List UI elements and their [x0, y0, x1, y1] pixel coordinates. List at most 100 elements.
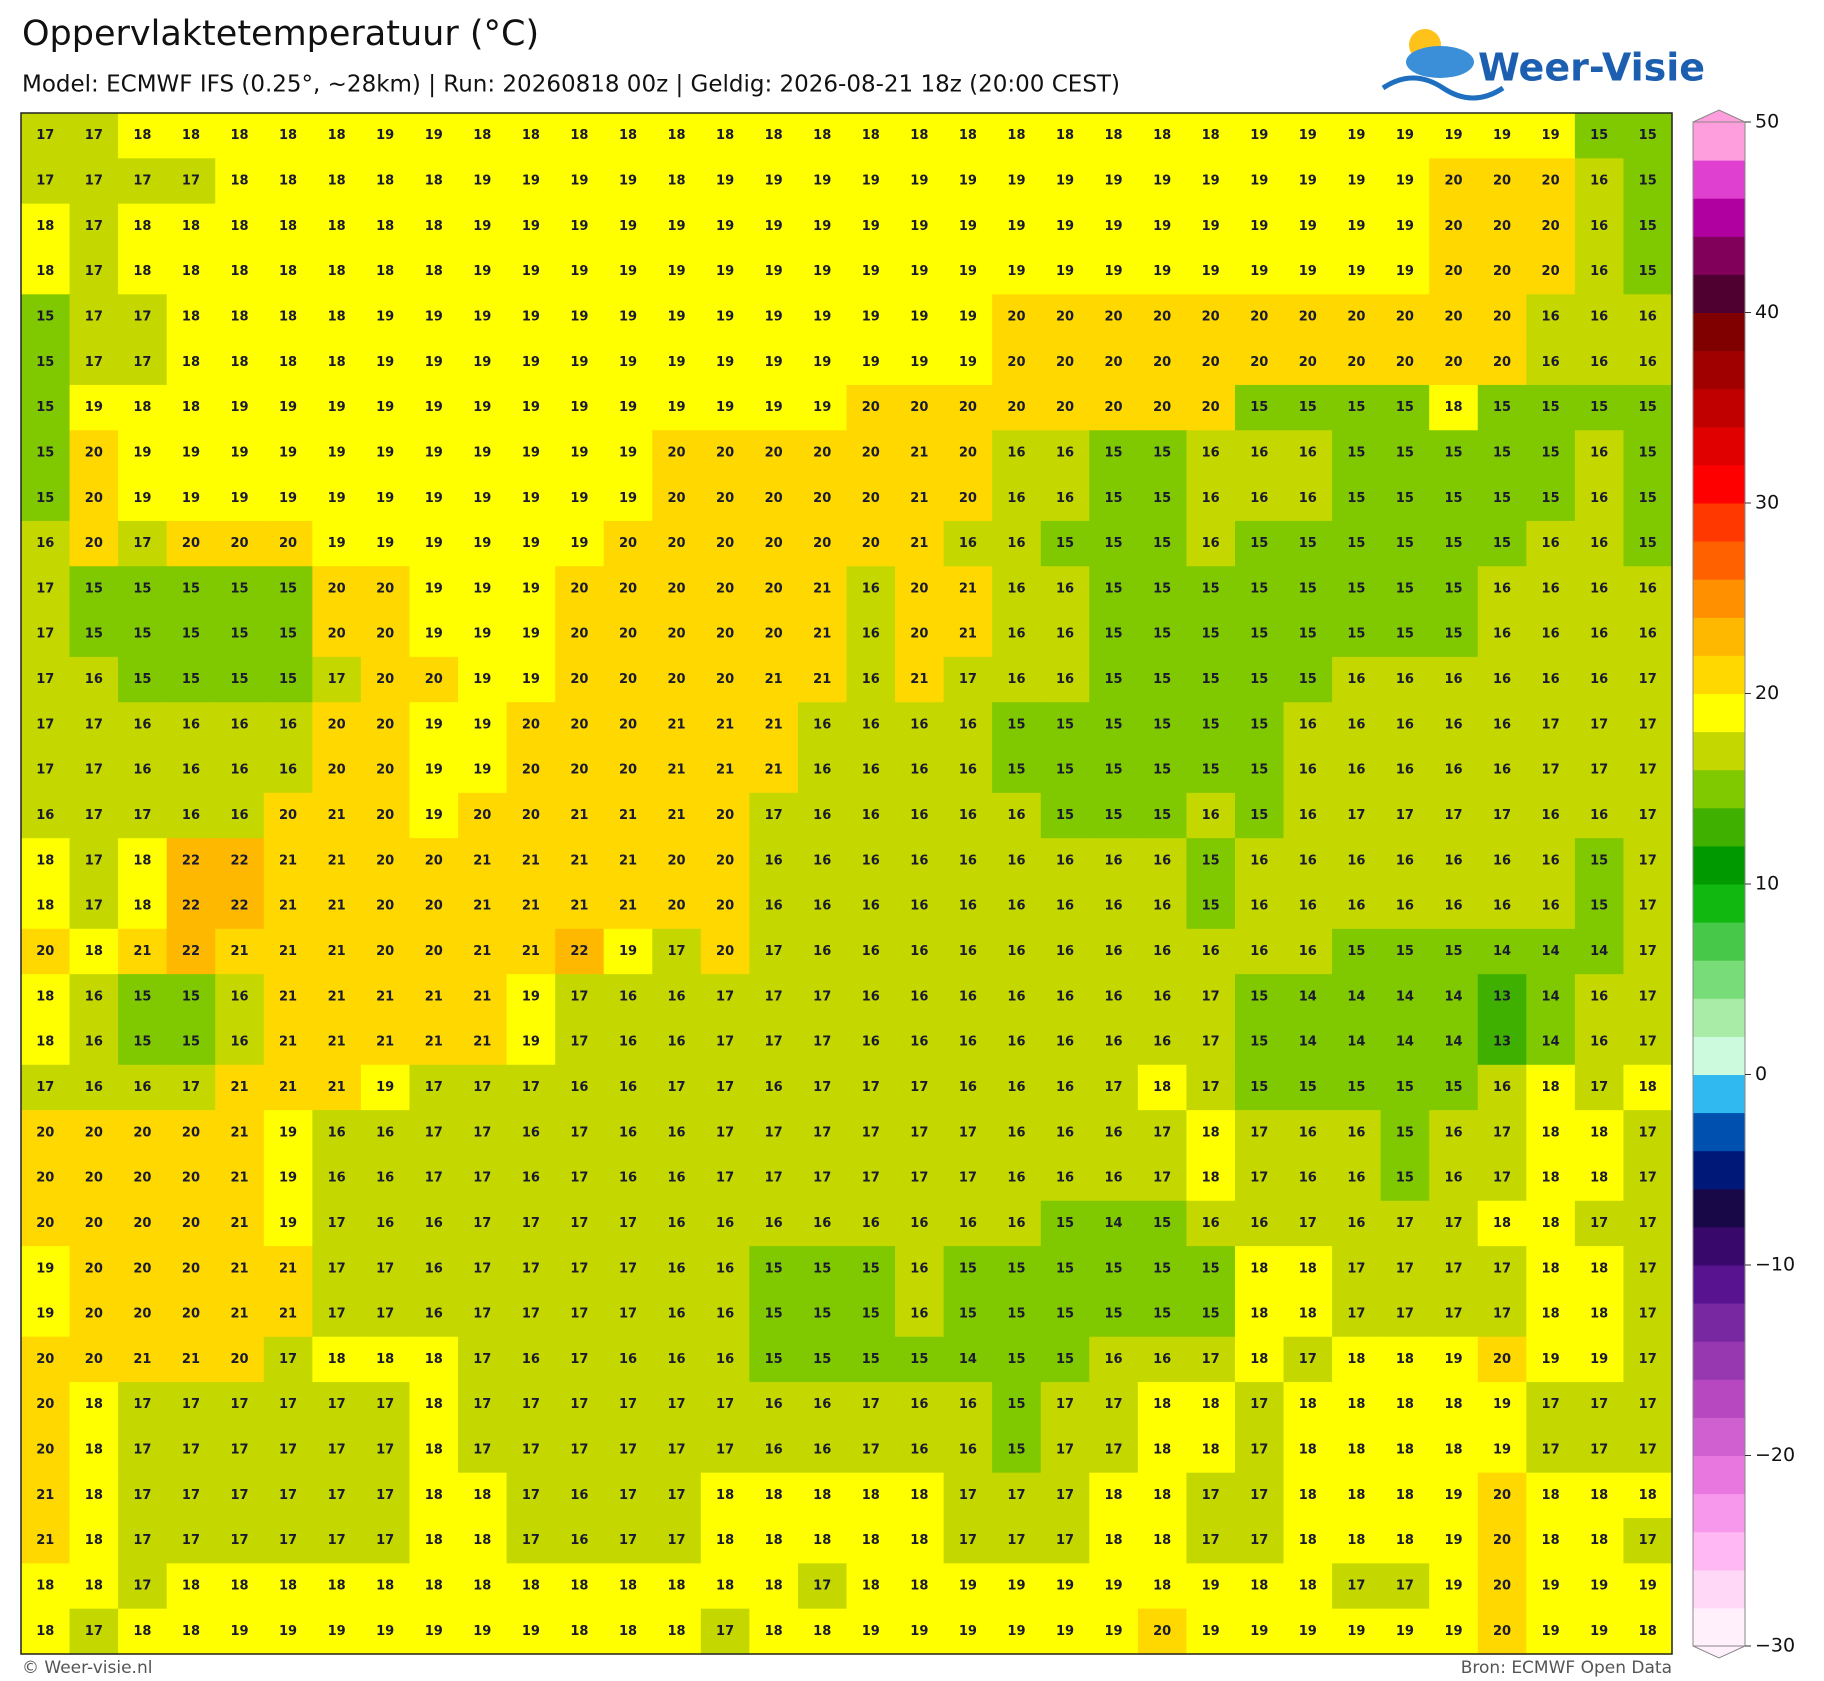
temp-cell — [1332, 1382, 1382, 1428]
temp-cell — [1089, 838, 1139, 885]
temp-label: 15 — [182, 581, 200, 596]
temp-cell — [409, 1472, 459, 1519]
temp-cell — [797, 520, 848, 567]
temp-cell — [652, 566, 702, 613]
temp-cell — [749, 883, 799, 930]
temp-label: 21 — [133, 944, 151, 959]
temp-label: 20 — [182, 1216, 200, 1231]
temp-label: 15 — [862, 1352, 880, 1367]
temp-label: 17 — [1202, 1488, 1220, 1503]
temp-cell — [409, 1110, 459, 1157]
temp-label: 17 — [1347, 808, 1365, 823]
temp-cell — [215, 1110, 265, 1157]
temp-label: 18 — [133, 219, 151, 234]
temp-cell — [166, 1427, 216, 1474]
temp-label: 16 — [1590, 1035, 1608, 1050]
temp-label: 16 — [813, 717, 831, 732]
temp-cell — [458, 1200, 508, 1247]
temp-cell — [943, 339, 993, 386]
temp-label: 19 — [1056, 1624, 1074, 1639]
temp-cell — [360, 520, 411, 567]
temp-cell — [1283, 294, 1333, 341]
temp-cell — [1283, 203, 1333, 250]
temp-label: 21 — [959, 581, 977, 596]
temp-label: 19 — [862, 264, 880, 279]
temp-label: 17 — [1347, 1579, 1365, 1594]
temp-label: 19 — [522, 355, 540, 370]
temp-cell — [1623, 1246, 1673, 1293]
colorbar-bin — [1693, 503, 1745, 542]
temp-label: 17 — [862, 1443, 880, 1458]
temp-cell — [1137, 747, 1188, 794]
temp-label: 20 — [85, 536, 103, 551]
temp-label: 17 — [716, 1080, 734, 1095]
temp-cell — [506, 430, 556, 477]
temp-cell — [69, 702, 119, 749]
temp-cell — [749, 747, 799, 794]
temp-cell — [652, 1518, 702, 1564]
temp-cell — [312, 1291, 362, 1338]
temp-cell — [312, 1246, 362, 1293]
temp-label: 18 — [1396, 1488, 1414, 1503]
temp-cell — [409, 1246, 459, 1293]
temp-cell — [263, 747, 313, 794]
temp-label: 15 — [1299, 627, 1317, 642]
temp-cell — [652, 1563, 702, 1610]
temp-cell — [458, 113, 508, 159]
temp-cell — [1574, 1382, 1625, 1428]
temp-label: 15 — [1299, 400, 1317, 415]
temp-label: 17 — [1202, 989, 1220, 1004]
temp-label: 16 — [1590, 808, 1608, 823]
temp-cell — [603, 1064, 653, 1111]
temp-label: 17 — [1396, 1307, 1414, 1322]
temp-label: 16 — [1639, 627, 1657, 642]
temp-label: 16 — [1590, 355, 1608, 370]
temp-cell — [166, 702, 216, 749]
temp-label: 18 — [765, 1624, 783, 1639]
temp-label: 17 — [85, 264, 103, 279]
temp-cell — [1429, 792, 1479, 839]
temp-cell — [895, 1472, 945, 1519]
temp-cell — [895, 384, 945, 431]
temp-label: 18 — [133, 899, 151, 914]
temp-cell — [603, 1472, 653, 1519]
temp-cell — [603, 1518, 653, 1564]
temp-cell — [458, 248, 508, 295]
temp-label: 17 — [1299, 1352, 1317, 1367]
temp-label: 15 — [133, 989, 151, 1004]
temp-label: 20 — [133, 1261, 151, 1276]
temp-cell — [458, 1110, 508, 1157]
temp-label: 16 — [813, 853, 831, 868]
temp-label: 19 — [910, 1624, 928, 1639]
temp-cell — [700, 974, 750, 1021]
temp-cell — [700, 203, 750, 250]
temp-label: 19 — [522, 400, 540, 415]
temp-label: 17 — [182, 1533, 200, 1548]
temp-cell — [166, 1608, 216, 1655]
temp-label: 18 — [328, 1579, 346, 1594]
temp-cell — [360, 1382, 411, 1428]
temp-label: 16 — [1007, 627, 1025, 642]
temp-cell — [1526, 1110, 1576, 1157]
temp-cell — [1429, 1110, 1479, 1157]
temp-cell — [1623, 838, 1673, 885]
temp-label: 20 — [1493, 173, 1511, 188]
temp-cell — [360, 656, 411, 703]
temp-cell — [1040, 1110, 1090, 1157]
temp-label: 18 — [1542, 1171, 1560, 1186]
temp-cell — [506, 1472, 556, 1519]
temp-label: 15 — [1396, 1171, 1414, 1186]
temp-cell — [1380, 566, 1430, 613]
temp-label: 15 — [1444, 944, 1462, 959]
temp-cell — [652, 1110, 702, 1157]
temp-label: 17 — [570, 1171, 588, 1186]
temp-label: 17 — [1639, 1261, 1657, 1276]
temp-label: 21 — [279, 1261, 297, 1276]
temp-label: 14 — [1396, 1035, 1414, 1050]
colorbar-bin — [1693, 731, 1745, 771]
temp-label: 18 — [36, 989, 54, 1004]
temp-label: 16 — [570, 1488, 588, 1503]
temp-cell — [21, 792, 71, 839]
temp-cell — [1477, 430, 1527, 477]
